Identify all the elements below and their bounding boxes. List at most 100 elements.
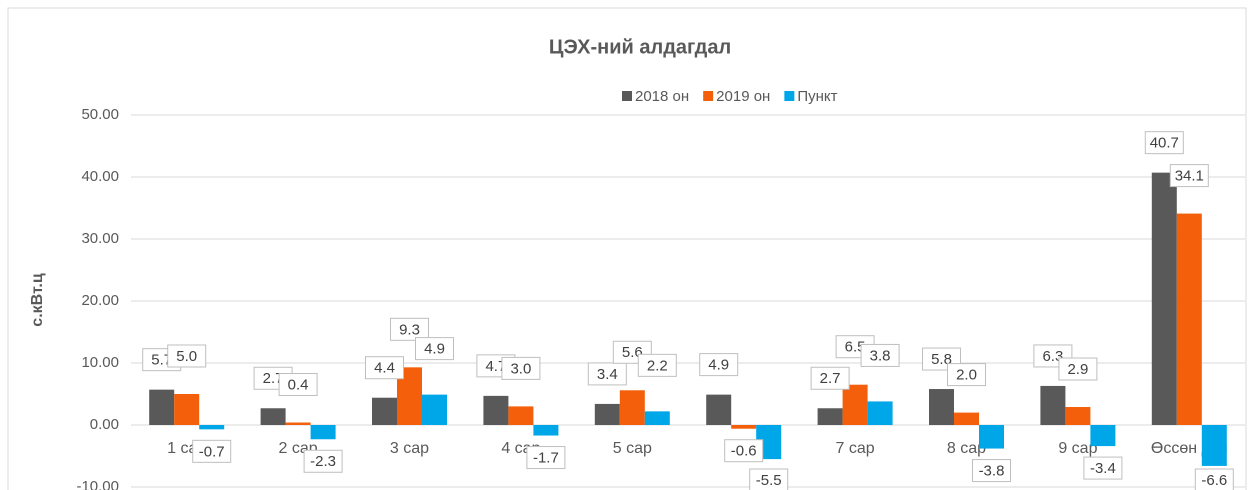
data-label-box [365,356,404,380]
data-label-box [637,353,677,377]
data-label: 6.5 [845,339,866,356]
bar [1201,425,1227,466]
data-label-box [1058,357,1098,381]
legend-label: 2019 он [716,88,770,105]
bar [372,397,397,425]
legend-label: 2018 он [635,88,689,105]
y-tick-label: 30.00 [81,230,119,247]
y-tick-label: 0.00 [90,416,119,433]
data-label: -0.6 [731,443,757,460]
data-label: -6.6 [1201,472,1227,489]
x-tick-label: 5 сар [613,440,652,457]
bar [533,425,559,436]
data-label: 5.7 [151,352,172,369]
data-label-box [699,353,739,377]
bar [1040,385,1066,425]
bar [1151,172,1177,425]
bar [929,389,954,425]
data-label-box [810,366,850,390]
data-label: 5.0 [176,348,197,365]
data-label: 9.3 [399,321,420,338]
bar [1065,407,1091,425]
data-label-box [526,446,566,470]
y-tick-label: 20.00 [81,292,119,309]
bar [483,395,509,425]
data-label: 2.2 [647,357,668,374]
data-label: 2.9 [1067,361,1088,378]
bar [260,408,286,425]
data-label-box [947,363,986,387]
data-label: 4.4 [374,360,395,377]
data-label: 2.0 [956,367,977,384]
data-label: -1.7 [533,450,559,467]
data-label-box [390,317,429,341]
y-axis-label: с.кВт.ц [29,273,46,327]
data-label-box [1144,131,1184,155]
data-label: -0.7 [199,443,225,460]
bar [619,390,645,425]
bar [706,394,732,425]
legend-swatch [784,91,795,101]
bar [867,401,893,425]
data-label-box [1083,456,1123,480]
data-label-box [860,343,900,367]
bar [817,408,843,425]
legend-swatch [622,91,632,101]
bar [1176,213,1202,425]
data-label: 3.0 [510,360,531,377]
data-label: 5.6 [622,344,643,361]
data-label: 34.1 [1175,168,1204,185]
bar [149,389,175,425]
data-label-box [587,362,627,386]
data-label: -3.4 [1090,460,1116,477]
data-label-box [972,459,1011,483]
data-label: 4.7 [485,358,506,375]
x-tick-label: 7 сар [836,440,875,457]
y-tick-label: -10.00 [76,478,119,490]
data-label: 2.7 [820,370,841,387]
data-label: 4.9 [708,357,729,374]
chart-title: ЦЭХ-ний алдагдал [549,36,731,58]
x-tick-label: 9 сар [1058,440,1097,457]
x-tick-label: 8 сар [947,440,986,457]
bar [842,384,868,425]
bar [422,394,447,425]
bar [954,412,979,425]
bar [174,394,200,425]
data-label-box [278,373,318,397]
data-label: 3.8 [870,347,891,364]
bar [199,425,225,430]
data-label: 0.4 [288,376,309,393]
data-label: 40.7 [1150,135,1179,152]
y-tick-label: 50.00 [81,106,119,123]
y-tick-label: 40.00 [81,168,119,185]
legend-label: Пункт [797,88,837,105]
data-label: 2.7 [263,370,284,387]
data-label: 3.4 [597,366,618,383]
data-label-box [724,439,764,463]
data-label: 6.3 [1042,348,1063,365]
data-label: -2.3 [310,453,336,470]
data-label-box [167,344,207,368]
data-label: -5.5 [756,472,782,489]
bar [1090,425,1116,447]
data-label: 4.9 [424,341,445,358]
bar [285,422,311,425]
data-label-box [303,449,343,473]
data-label-box [415,337,454,361]
data-label-box [1169,164,1209,188]
data-label: -3.8 [979,463,1005,480]
bar [644,411,670,425]
data-label-box [749,468,789,490]
y-tick-label: 10.00 [81,354,119,371]
bar [508,406,534,425]
legend-swatch [703,91,714,101]
data-label: 5.8 [931,351,952,368]
bar [310,425,336,440]
data-label-box [192,439,232,463]
data-label-box [1194,468,1234,490]
bar [979,425,1004,449]
data-label-box [501,356,541,380]
bar [731,425,757,429]
